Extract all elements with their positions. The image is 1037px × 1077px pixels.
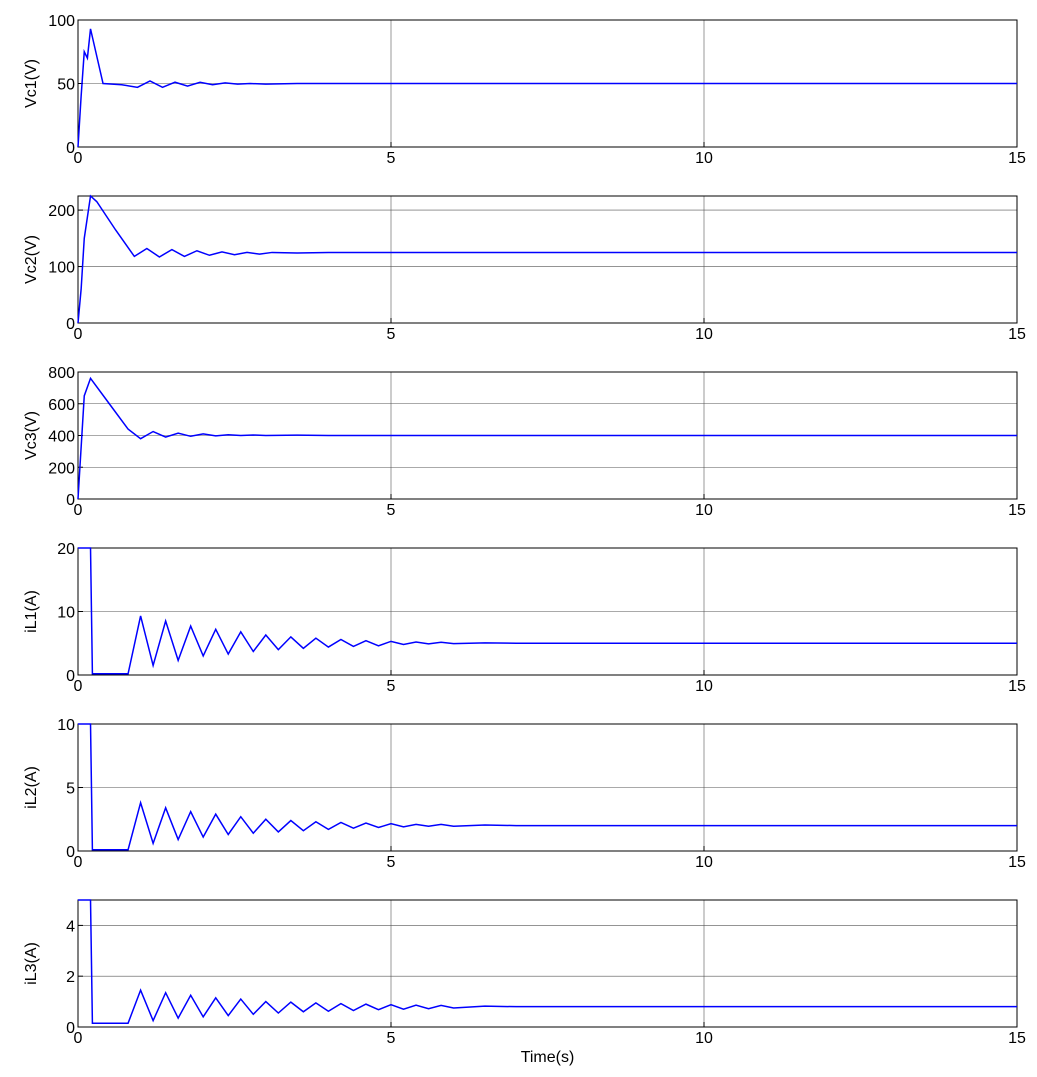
- x-tick-label: 15: [1008, 1030, 1026, 1047]
- x-tick-label: 5: [387, 678, 396, 695]
- y-axis-label: Vc2(V): [23, 235, 40, 284]
- y-tick-label: 600: [48, 397, 75, 414]
- y-tick-label: 100: [48, 13, 75, 30]
- y-tick-label: 2: [66, 969, 75, 986]
- x-tick-label: 10: [695, 1030, 713, 1047]
- x-tick-label: 5: [387, 150, 396, 167]
- x-tick-label: 15: [1008, 502, 1026, 519]
- x-tick-label: 0: [74, 502, 83, 519]
- x-tick-label: 10: [695, 502, 713, 519]
- y-tick-label: 0: [66, 140, 75, 157]
- y-tick-label: 100: [48, 260, 75, 277]
- y-tick-label: 0: [66, 1020, 75, 1037]
- y-tick-label: 5: [66, 781, 75, 798]
- x-tick-label: 15: [1008, 854, 1026, 871]
- plot-frame: [77, 723, 1018, 852]
- y-tick-label: 0: [66, 844, 75, 861]
- y-tick-label: 200: [48, 203, 75, 220]
- x-tick-label: 15: [1008, 678, 1026, 695]
- y-axis-label: iL3(A): [23, 942, 40, 985]
- x-tick-label: 15: [1008, 150, 1026, 167]
- x-tick-label: 5: [387, 854, 396, 871]
- data-line: [78, 899, 1017, 1024]
- y-tick-label: 10: [57, 717, 75, 734]
- data-line: [78, 547, 1017, 675]
- x-tick-label: 0: [74, 150, 83, 167]
- y-tick-label: 10: [57, 605, 75, 622]
- y-tick-label: 800: [48, 365, 75, 382]
- plot-frame: [77, 899, 1018, 1028]
- x-tick-label: 0: [74, 854, 83, 871]
- plot-frame: [77, 195, 1018, 324]
- y-tick-label: 200: [48, 460, 75, 477]
- x-tick-label: 0: [74, 678, 83, 695]
- x-tick-label: 0: [74, 326, 83, 343]
- y-axis-label: Vc1(V): [23, 59, 40, 108]
- data-line: [77, 194, 1017, 324]
- x-tick-label: 10: [695, 678, 713, 695]
- x-tick-label: 10: [695, 854, 713, 871]
- plot-frame: [77, 547, 1018, 676]
- y-axis-label: iL2(A): [23, 766, 40, 809]
- y-tick-label: 0: [66, 316, 75, 333]
- x-tick-label: 0: [74, 1030, 83, 1047]
- y-tick-label: 50: [57, 77, 75, 94]
- x-tick-label: 10: [695, 326, 713, 343]
- x-tick-label: 5: [387, 1030, 396, 1047]
- y-tick-label: 0: [66, 492, 75, 509]
- data-line: [77, 376, 1017, 500]
- x-tick-label: 5: [387, 326, 396, 343]
- y-tick-label: 0: [66, 668, 75, 685]
- y-tick-label: 4: [66, 918, 75, 935]
- y-axis-label: iL1(A): [23, 590, 40, 633]
- x-axis-label: Time(s): [521, 1049, 575, 1066]
- x-tick-label: 15: [1008, 326, 1026, 343]
- y-tick-label: 400: [48, 429, 75, 446]
- x-tick-label: 10: [695, 150, 713, 167]
- data-line: [78, 723, 1017, 851]
- data-line: [77, 28, 1017, 148]
- x-tick-label: 5: [387, 502, 396, 519]
- y-axis-label: Vc3(V): [23, 411, 40, 460]
- y-tick-label: 20: [57, 541, 75, 558]
